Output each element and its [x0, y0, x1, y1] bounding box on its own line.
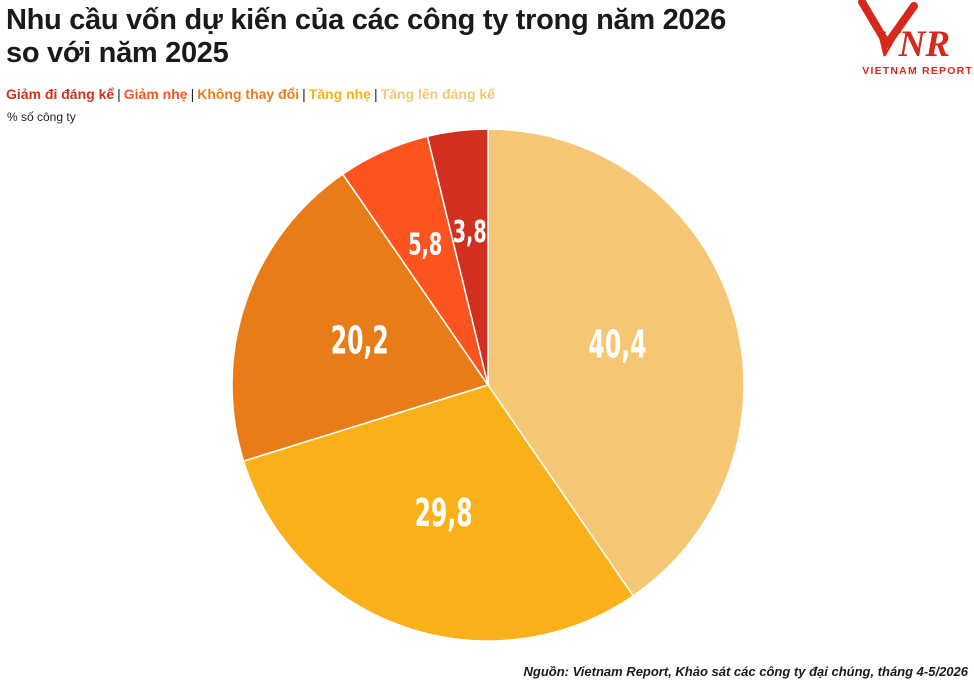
slice-value-label: 20,2	[331, 319, 389, 363]
slice-value-label: 29,8	[415, 491, 473, 535]
legend-separator: |	[373, 86, 378, 102]
pie-slice	[231, 173, 490, 462]
logo-subtext: VIETNAM REPORT	[862, 65, 973, 77]
unit-label: % số công ty	[7, 110, 76, 124]
pie-labels: 40,4 29,8 20,2 5,8 3,8	[331, 215, 647, 535]
vietnam-report-logo: VNR VIETNAM REPORT	[858, 0, 973, 77]
slice-value-label: 5,8	[408, 227, 442, 262]
chart-title: Nhu cầu vốn dự kiến của các công ty tron…	[6, 4, 846, 70]
legend-item: Giảm đi đáng kể	[6, 86, 115, 102]
pie-slice	[242, 384, 635, 642]
slice-value-label: 40,4	[589, 323, 647, 367]
legend-separator: |	[302, 86, 306, 102]
chart-title-line-1: Nhu cầu vốn dự kiến của các công ty tron…	[6, 4, 726, 36]
legend-item: Không thay đổi	[197, 86, 300, 102]
legend-item: Tăng nhẹ	[308, 86, 371, 102]
chart-title-line-2: so với năm 2025	[6, 37, 229, 69]
legend-separator: |	[190, 86, 195, 102]
logo-swoosh	[858, 0, 918, 48]
source-note: Nguồn: Vietnam Report, Khảo sát các công…	[523, 664, 968, 679]
logo-wordmark: VNR	[874, 24, 950, 65]
slice-value-label: 3,8	[453, 215, 487, 250]
pie-slice	[487, 128, 745, 597]
legend-item: Giảm nhẹ	[123, 86, 188, 102]
pie-slice	[426, 128, 489, 386]
legend-separator: |	[117, 86, 121, 102]
legend: Giảm đi đáng kể | Giảm nhẹ | Không thay đổi |…	[6, 86, 495, 102]
legend-item: Tăng lên đáng kể	[380, 86, 495, 102]
pie-slices	[231, 128, 745, 642]
